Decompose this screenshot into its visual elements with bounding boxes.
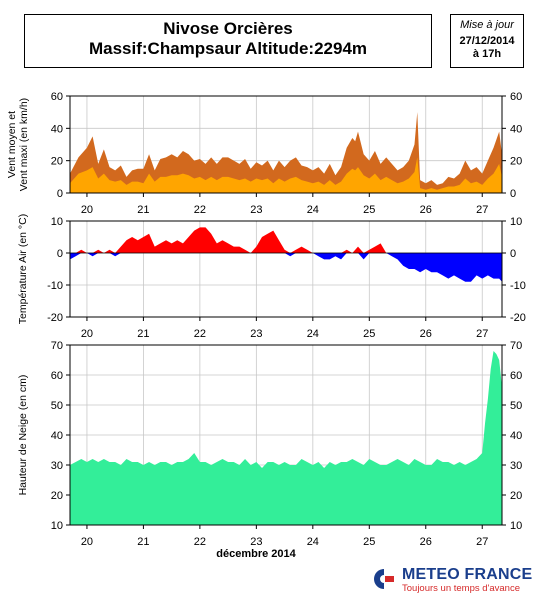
station-subtitle: Massif:Champsaur Altitude:2294m (88, 39, 368, 58)
x-day-label: 25 (363, 536, 375, 548)
station-title: Nivose Orcières (163, 19, 293, 38)
y-axis-label: Hauteur de Neige (en cm) (17, 375, 29, 496)
x-day-label: 20 (81, 328, 93, 340)
y-tick-label-left: 70 (51, 340, 63, 352)
y-tick-label-right: 40 (510, 430, 522, 442)
y-tick-label-right: 50 (510, 400, 522, 412)
y-tick-label-right: -10 (510, 280, 526, 292)
y-tick-label-left: 40 (51, 430, 63, 442)
x-day-label: 21 (137, 536, 149, 548)
y-tick-label-left: 0 (57, 188, 63, 200)
logo-tagline: Toujours un temps d'avance (402, 583, 520, 594)
x-day-label: 24 (307, 328, 319, 340)
meteo-france-logo-icon (374, 569, 394, 589)
y-tick-label-right: 60 (510, 370, 522, 382)
y-tick-label-left: 30 (51, 460, 63, 472)
title-box: Nivose Orcières Massif:Champsaur Altitud… (24, 14, 432, 68)
x-day-label: 24 (307, 536, 319, 548)
y-tick-label-right: 70 (510, 340, 522, 352)
y-tick-label-left: 20 (51, 156, 63, 168)
x-day-label: 27 (476, 536, 488, 548)
x-day-label: 22 (194, 204, 206, 216)
x-day-label: 20 (81, 536, 93, 548)
y-tick-label-left: -10 (47, 280, 63, 292)
y-tick-label-right: 0 (510, 188, 516, 200)
x-day-label: 26 (420, 328, 432, 340)
y-tick-label-right: 20 (510, 156, 522, 168)
y-tick-label-right: -20 (510, 312, 526, 324)
y-tick-label-left: 0 (57, 248, 63, 260)
y-tick-label-right: 0 (510, 248, 516, 260)
temperature-negative-area (70, 253, 502, 282)
panel-frame (69, 220, 503, 318)
panel-wind (66, 95, 506, 197)
x-day-label: 24 (307, 204, 319, 216)
temperature-positive-area (70, 227, 502, 253)
update-time: à 17h (472, 48, 502, 60)
wind-max-area (70, 112, 502, 193)
y-tick-label-left: 50 (51, 400, 63, 412)
x-axis-label: décembre 2014 (216, 548, 296, 560)
y-axis-label: Température Air (en °C) (17, 214, 29, 324)
x-day-label: 27 (476, 204, 488, 216)
update-date: 27/12/2014 (459, 35, 515, 47)
y-axis-label: Vent moyen et (6, 111, 18, 178)
x-day-label: 21 (137, 204, 149, 216)
y-tick-label-right: 20 (510, 490, 522, 502)
x-day-label: 26 (420, 204, 432, 216)
panel-frame (69, 95, 503, 194)
y-tick-label-left: 20 (51, 490, 63, 502)
x-day-label: 22 (194, 328, 206, 340)
y-tick-label-left: 60 (51, 91, 63, 103)
update-box: Mise à jour 27/12/2014 à 17h (450, 14, 524, 68)
y-tick-label-left: 60 (51, 370, 63, 382)
x-day-label: 27 (476, 328, 488, 340)
y-tick-label-left: 40 (51, 123, 63, 135)
panel-snow (66, 344, 506, 529)
update-label: Mise à jour (460, 19, 514, 31)
x-day-label: 23 (250, 204, 262, 216)
x-day-label: 22 (194, 536, 206, 548)
y-axis-label: Vent maxi (en km/h) (18, 98, 30, 191)
x-day-label: 20 (81, 204, 93, 216)
x-day-label: 25 (363, 328, 375, 340)
x-day-label: 23 (250, 536, 262, 548)
x-day-label: 23 (250, 328, 262, 340)
y-tick-label-left: 10 (51, 216, 63, 228)
y-tick-label-right: 30 (510, 460, 522, 472)
meteo-france-logo: METEO FRANCE Toujours un temps d'avance (372, 566, 536, 594)
wind-mean-area (70, 157, 502, 193)
y-tick-label-left: -20 (47, 312, 63, 324)
x-day-label: 21 (137, 328, 149, 340)
panel-temperature (66, 220, 506, 321)
y-tick-label-right: 10 (510, 520, 522, 532)
logo-name: METEO FRANCE (402, 566, 533, 583)
snow-depth-area (70, 351, 502, 525)
y-tick-label-right: 10 (510, 216, 522, 228)
y-tick-label-left: 10 (51, 520, 63, 532)
x-day-label: 25 (363, 204, 375, 216)
x-day-label: 26 (420, 536, 432, 548)
y-tick-label-right: 40 (510, 123, 522, 135)
y-tick-label-right: 60 (510, 91, 522, 103)
